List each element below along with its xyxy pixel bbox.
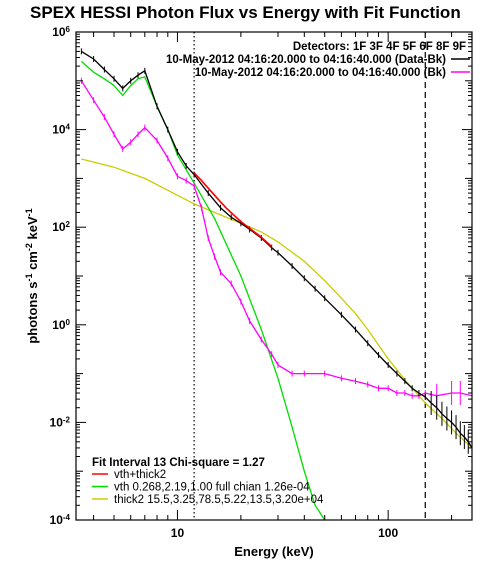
y-axis-label-exp: -2 [24, 243, 34, 251]
y-tick-base: 10 [52, 25, 66, 39]
legend-entry-label: 10-May-2012 04:16:20.000 to 04:16:40.000… [195, 67, 446, 79]
y-tick-exp: 2 [66, 220, 71, 229]
series-1 [80, 77, 472, 408]
fit-legend-header: Fit Interval 13 Chi-square = 1.27 [92, 457, 265, 469]
y-axis-label-part: photons s [25, 282, 40, 344]
y-axis-label: photons s-1 cm-2 keV-1 [24, 208, 40, 343]
y-axis-label-part: cm [25, 251, 40, 273]
y-tick-base: 10 [52, 318, 66, 332]
y-axis-label-exp: -1 [24, 274, 34, 282]
y-tick-exp: 6 [66, 25, 71, 34]
y-tick-label: 10-2 [50, 415, 71, 430]
y-tick-exp: -2 [63, 415, 71, 424]
series-4 [81, 158, 472, 449]
y-axis-label-exp: -1 [24, 208, 34, 216]
series-line [193, 172, 273, 248]
x-axis-label: Energy (keV) [234, 544, 313, 559]
y-axis-label-part: keV [25, 216, 40, 243]
y-tick-exp: 4 [66, 122, 71, 131]
series-line [81, 50, 472, 449]
fit-legend-label: thick2 15.5,3.25,78.5,5.22,13.5,3.20e+04 [114, 494, 324, 506]
y-tick-base: 10 [52, 220, 66, 234]
x-tick-label: 100 [378, 526, 398, 540]
y-tick-label: 10-4 [50, 513, 71, 528]
y-tick-base: 10 [50, 513, 64, 527]
series-3 [80, 60, 326, 520]
y-tick-label: 104 [52, 122, 70, 137]
series-line [80, 60, 326, 520]
x-tick-label: 10 [171, 526, 185, 540]
y-tick-label: 102 [52, 220, 70, 235]
fit-legend-label: vth+thick2 [114, 469, 166, 481]
series-0 [80, 48, 472, 460]
y-tick-exp: -4 [63, 513, 71, 522]
legend-entry-label: 10-May-2012 04:16:20.000 to 04:16:40.000… [166, 54, 446, 66]
series-2 [193, 172, 273, 248]
y-tick-label: 100 [52, 317, 70, 332]
chart-title: SPEX HESSI Photon Flux vs Energy with Fi… [30, 3, 461, 22]
y-tick-base: 10 [52, 123, 66, 137]
y-tick-exp: 0 [66, 317, 71, 326]
series-line [80, 80, 472, 397]
series-line [81, 158, 472, 449]
y-tick-label: 106 [52, 25, 70, 40]
legend-header: Detectors: 1F 3F 4F 5F 6F 8F 9F [293, 41, 466, 53]
fit-legend-label: vth 0.268,2.19,1.00 full chian 1.26e-04 [114, 482, 310, 494]
plot-frame [75, 31, 473, 521]
y-tick-base: 10 [50, 415, 64, 429]
